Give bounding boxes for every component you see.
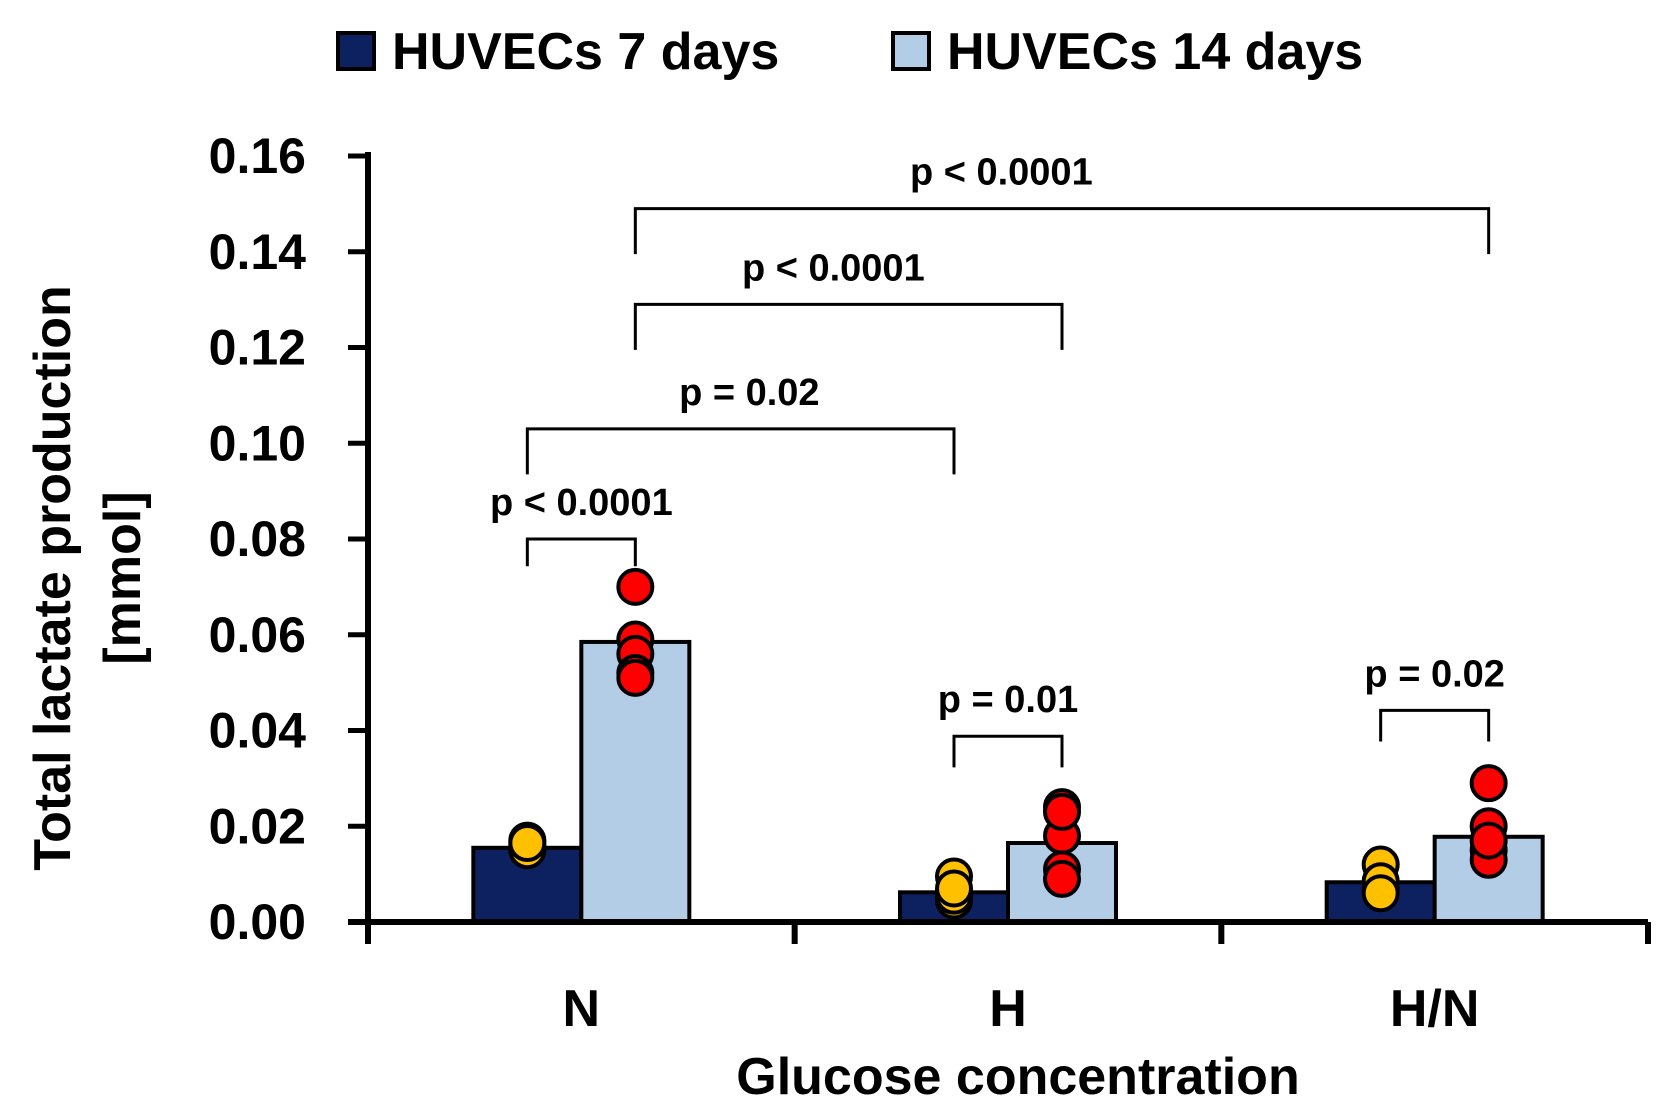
y-axis-label: Total lactate production [24, 285, 82, 871]
y-tick-label: 0.00 [209, 894, 306, 950]
legend-label-14-days: HUVECs 14 days [947, 23, 1363, 81]
data-point [1043, 792, 1081, 831]
data-point [935, 869, 973, 908]
significance-annotations: p < 0.0001 p = 0.02 p < 0.0001 p < 0.0001 p … [490, 152, 1505, 768]
y-tick-label: 0.08 [209, 511, 306, 567]
y-tick-label: 0.10 [209, 415, 306, 471]
significance-bracket [633, 302, 1064, 350]
y-tick-label: 0.02 [209, 798, 306, 854]
y-tick-label: 0.04 [209, 703, 307, 759]
significance-label: p = 0.02 [679, 372, 819, 414]
data-point [616, 567, 655, 606]
y-tick-label: 0.06 [209, 607, 306, 663]
data-point [1043, 859, 1081, 898]
y-axis-unit: [mmol] [94, 491, 152, 664]
data-point [1469, 764, 1508, 803]
y-tick-label: 0.16 [209, 128, 306, 184]
x-tick-label: H [989, 980, 1027, 1038]
significance-bracket [1379, 708, 1491, 742]
x-axis-label: Glucose concentration [736, 1048, 1299, 1106]
data-point [616, 658, 655, 697]
legend-label-7-days: HUVECs 7 days [392, 23, 779, 81]
significance-label: p < 0.0001 [910, 152, 1093, 194]
y-axis-ticks: 0.00 0.02 0.04 0.06 0.08 0.10 0.12 0.14 0.16 [209, 128, 368, 950]
data-point [508, 824, 547, 863]
legend-swatch-14-days [891, 31, 931, 71]
legend: HUVECs 7 days HUVECs 14 days [336, 23, 1363, 81]
data-point [1361, 874, 1400, 913]
x-tick-label: H/N [1390, 980, 1480, 1038]
x-axis-ticks: N H H/N [563, 980, 1480, 1038]
plot-area [471, 567, 1545, 925]
significance-label: p = 0.02 [1364, 653, 1504, 695]
axes [348, 152, 1651, 944]
significance-bracket [633, 207, 1491, 255]
y-tick-label: 0.14 [209, 224, 307, 280]
x-tick-label: N [563, 980, 601, 1038]
significance-bracket [525, 537, 637, 567]
data-point [1469, 821, 1508, 860]
significance-label: p < 0.0001 [490, 482, 673, 524]
significance-bracket [525, 427, 956, 475]
y-tick-label: 0.12 [209, 320, 306, 376]
significance-bracket [952, 734, 1064, 768]
y-axis-title: Total lactate production [mmol] [24, 285, 152, 871]
legend-swatch-7-days [336, 31, 376, 71]
significance-label: p < 0.0001 [742, 247, 925, 289]
significance-label: p = 0.01 [938, 679, 1078, 721]
